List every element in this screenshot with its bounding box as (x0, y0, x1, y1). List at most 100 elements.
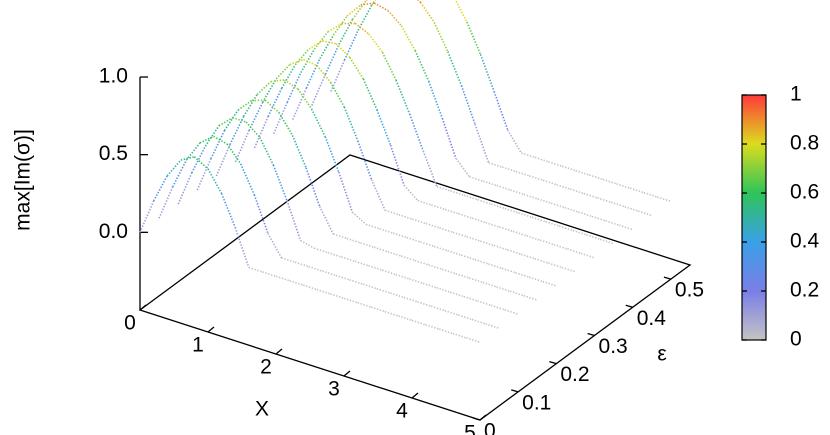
surface-segment (362, 283, 377, 290)
surface-segment (496, 286, 511, 293)
surface-segment (610, 201, 625, 208)
z-tick-label: 0.5 (99, 142, 128, 165)
surface-segment (539, 239, 554, 246)
surface-segment (180, 155, 195, 161)
surface-segment (338, 171, 354, 213)
surface-segment (550, 202, 565, 209)
y-tick-label: 0.2 (560, 363, 589, 386)
surface-segment (439, 227, 454, 234)
surface-segment (253, 194, 269, 234)
surface-segment (248, 101, 264, 131)
surface-segment (450, 190, 465, 197)
surface-segment (575, 169, 590, 176)
surface-segment (438, 328, 454, 335)
surface-segment (349, 279, 364, 286)
surface-segment (469, 277, 484, 284)
surface-segment (414, 259, 429, 266)
surface-segment (270, 79, 285, 83)
surface-segment (223, 109, 239, 131)
surface-segment (289, 279, 304, 286)
surface-segment (387, 10, 403, 27)
surface-segment (218, 116, 233, 127)
surface-segment (553, 243, 568, 250)
surface-segment (213, 135, 228, 145)
surface-segment (523, 193, 538, 200)
surface-segment (441, 268, 456, 275)
surface-segment (300, 239, 315, 249)
surface-segment (466, 235, 481, 242)
y-tick (549, 361, 557, 365)
surface-segment (458, 213, 473, 219)
surface-segment (452, 231, 467, 238)
surface-segment (272, 102, 288, 135)
surface-segment (507, 129, 522, 154)
surface-segment (371, 0, 377, 6)
y-tick (472, 417, 481, 421)
surface-segment (343, 297, 358, 304)
surface-segment (455, 272, 470, 279)
surface-segment (542, 179, 557, 186)
surface-segment (447, 250, 462, 256)
surface-segment (324, 136, 340, 173)
surface-segment (335, 274, 350, 281)
surface-segment (507, 249, 522, 256)
surface-segment (523, 294, 538, 301)
surface-segment (558, 225, 574, 232)
surface-segment (384, 209, 399, 216)
surface-segment (509, 290, 524, 297)
surface-segment (417, 0, 422, 4)
surface-segment (504, 207, 519, 214)
surface-segment (376, 109, 392, 146)
surface-segment (341, 256, 356, 263)
surface-segment (305, 58, 321, 89)
surface-segment (191, 145, 207, 174)
surface-segment (520, 253, 535, 260)
surface-segment (376, 287, 391, 294)
surface-segment (485, 221, 500, 228)
surface-segment (403, 296, 418, 303)
surface-segment (602, 178, 617, 185)
surface-segment (332, 15, 348, 36)
surface-segment (267, 87, 283, 117)
surface-segment (281, 257, 296, 264)
surface-segment (567, 248, 582, 255)
surface-segment (542, 280, 557, 287)
surface-segment (471, 318, 486, 325)
surface-segment (597, 197, 612, 204)
surface-segment (427, 81, 444, 119)
surface-segment (460, 254, 476, 261)
surface-segment (360, 2, 375, 6)
surface-segment (204, 125, 220, 147)
surface-segment (400, 25, 416, 51)
surface-segment (463, 295, 478, 302)
surface-segment (556, 183, 571, 190)
surface-segment (569, 188, 585, 195)
x-tick-label: 3 (328, 378, 340, 401)
surface-segment (368, 33, 384, 53)
surface-segment (425, 222, 440, 229)
surface-segment (351, 0, 367, 20)
surface-segment (561, 266, 576, 273)
y-tick (511, 389, 519, 393)
surface-segment (349, 57, 365, 80)
surface-segment (629, 187, 644, 194)
surface-segment (637, 210, 653, 217)
surface-segment (373, 2, 389, 12)
surface-segment (318, 206, 334, 235)
x-tick (479, 414, 487, 421)
surface-segment (158, 186, 174, 219)
surface-segment (449, 291, 465, 298)
surface-segment (488, 263, 503, 270)
base-box (138, 154, 692, 421)
surface-segment (499, 226, 514, 233)
surface-segment (381, 269, 397, 276)
surface-segment (583, 192, 598, 199)
surface-segment (360, 242, 375, 249)
surface-segment (403, 184, 419, 202)
surface-segment (242, 93, 258, 117)
surface-segment (346, 237, 361, 244)
surface-segment (177, 172, 193, 205)
surface-segment (259, 136, 275, 166)
surface-segment (193, 156, 209, 170)
surface-segment (395, 79, 411, 115)
